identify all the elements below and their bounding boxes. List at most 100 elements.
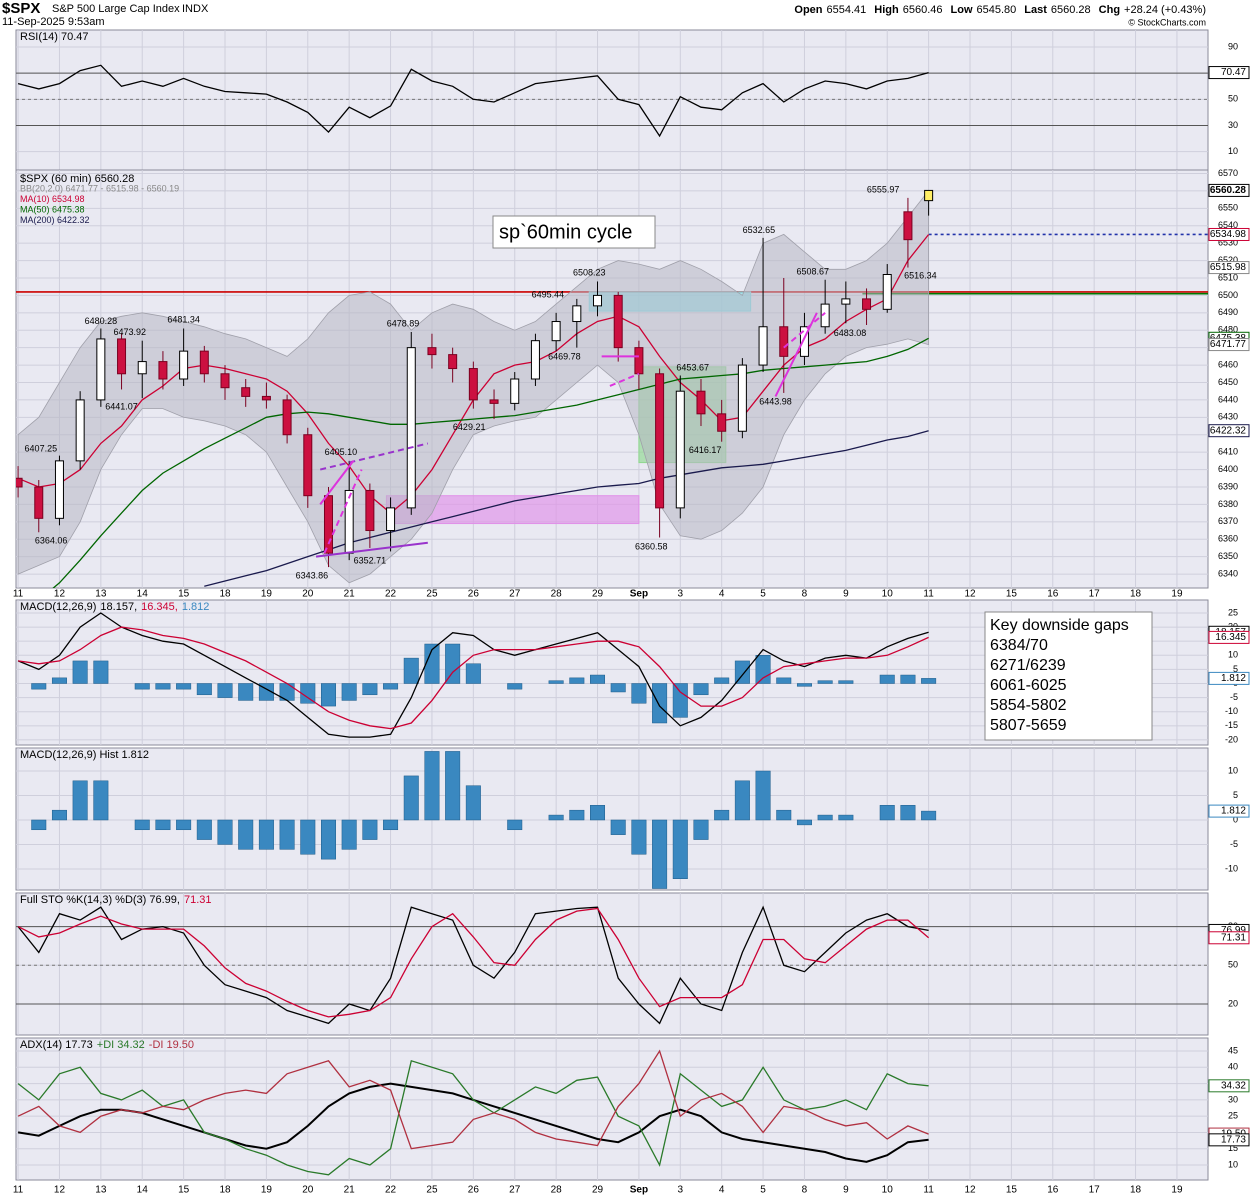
x-tick-label: 19 [261, 1185, 273, 1196]
x-tick-label: 18 [219, 1185, 231, 1196]
candle-body [365, 489, 375, 532]
x-tick-label: 19 [261, 589, 273, 600]
y-tick-label: 6440 [1218, 394, 1238, 404]
candle-body [323, 495, 333, 554]
histogram-bar [176, 819, 192, 831]
y-tick-label: 5 [1233, 790, 1238, 800]
histogram-bar [776, 809, 792, 821]
panel-plot [16, 64, 1208, 138]
histogram-bar [51, 677, 67, 684]
x-tick-label: 22 [385, 1185, 397, 1196]
panel-plot [17, 1049, 929, 1176]
histogram-bar [238, 819, 254, 850]
quote-label: Last [1024, 4, 1047, 16]
price-annotation: 6508.67 [796, 267, 829, 277]
x-tick-label: 25 [426, 589, 438, 600]
price-annotation: 6469.78 [548, 351, 581, 361]
y-tick-label: 50 [1228, 94, 1238, 104]
x-tick-label: 13 [95, 1185, 107, 1196]
histogram-bar [51, 809, 67, 821]
panel-background [15, 892, 1209, 1036]
y-tick-label: 6480 [1218, 325, 1238, 335]
x-tick-label: 15 [178, 589, 190, 600]
y-tick-label: 25 [1228, 607, 1238, 617]
gaps-box [984, 611, 1153, 741]
candle-body [634, 347, 644, 375]
candle-body [406, 347, 416, 509]
x-tick-label: 16 [1047, 589, 1059, 600]
y-tick-label: 6550 [1218, 203, 1238, 213]
candle-body [16, 477, 23, 488]
panel-background [15, 747, 1209, 891]
last-value-label: 6534.98 [1210, 229, 1247, 240]
gaps-line: 6061-6025 [990, 677, 1067, 694]
y-tick-label: 20 [1228, 998, 1238, 1008]
last-value-box [1208, 630, 1250, 644]
candle-body [34, 486, 44, 519]
legend-entry: ADX(14) 17.73 [20, 1039, 93, 1051]
histogram-bar [776, 677, 792, 684]
histogram-bar [31, 819, 47, 831]
x-tick-label: Sep [630, 589, 648, 600]
x-tick-label: 13 [95, 589, 107, 600]
histogram-bar [403, 657, 419, 684]
x-tick-label: 20 [302, 1185, 314, 1196]
indicator-line [17, 1059, 929, 1176]
price-annotation: 6555.97 [867, 184, 900, 194]
histogram-bar [548, 814, 564, 821]
candle-body [799, 326, 809, 357]
histogram-bar [590, 674, 606, 684]
x-tick-label: 19 [1171, 589, 1183, 600]
legend-entry: BB(20,2.0) 6471.77 - 6515.98 - 6560.19 [20, 184, 179, 194]
histogram-bar [403, 775, 419, 821]
candle-body [675, 390, 685, 509]
indicator-line [17, 64, 929, 138]
histogram-bar [362, 683, 378, 696]
x-tick-label: 12 [54, 589, 66, 600]
legend-entry: MACD(12,26,9) Hist 1.812 [20, 749, 149, 761]
price-annotation: 6478.89 [387, 319, 420, 329]
price-annotation: 6443.98 [759, 396, 792, 406]
quote-value: 6560.28 [1051, 4, 1091, 16]
price-annotation: 6441.07 [105, 401, 138, 411]
histogram-bar [217, 683, 233, 698]
y-tick-label: 6570 [1218, 168, 1238, 178]
y-tick-label: 50 [1228, 960, 1238, 970]
x-tick-label: 3 [678, 589, 684, 600]
histogram-bar [383, 819, 399, 831]
last-value-box [1208, 1079, 1250, 1093]
histogram-bar [507, 683, 523, 690]
price-annotation: 6495.44 [532, 290, 565, 300]
candle-body [779, 326, 789, 357]
y-tick-label: -5 [1230, 692, 1238, 702]
candle-body [386, 507, 396, 532]
callout-text: sp`60min cycle [499, 221, 632, 243]
y-tick-label: 10 [1228, 146, 1238, 156]
panel-background [15, 29, 1209, 171]
x-tick-label: 10 [882, 589, 894, 600]
y-tick-label: 10 [1228, 650, 1238, 660]
x-tick-label: 14 [137, 1185, 149, 1196]
candle-body [54, 460, 64, 519]
gaps-line: 6271/6239 [990, 657, 1066, 674]
quote-value: +28.24 (+0.43%) [1124, 4, 1206, 16]
candle-body [158, 361, 168, 380]
last-value-label: 17.73 [1221, 1134, 1246, 1145]
candle-body [282, 399, 292, 436]
histogram-bar [465, 663, 481, 684]
y-tick-label: 6350 [1218, 551, 1238, 561]
trend-line [783, 312, 826, 349]
candle-body [489, 399, 499, 404]
candle-body [220, 373, 230, 389]
y-tick-label: 6380 [1218, 499, 1238, 509]
legend-entry: $SPX (60 min) 6560.28 [20, 173, 134, 185]
trend-line [315, 541, 428, 558]
x-tick-label: 26 [468, 589, 480, 600]
y-tick-label: 15 [1228, 1143, 1238, 1153]
candle-body [572, 305, 582, 323]
histogram-bar [320, 683, 336, 707]
panel-plot [16, 905, 1208, 1025]
y-tick-label: 30 [1228, 120, 1238, 130]
indicator-line [18, 626, 929, 730]
